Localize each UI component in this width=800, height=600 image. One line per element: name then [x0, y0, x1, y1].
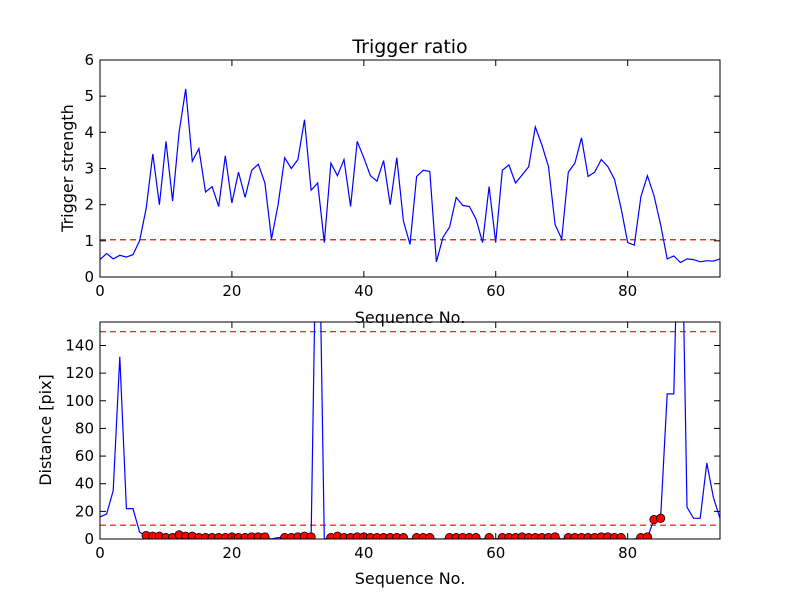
data-point: [260, 532, 270, 539]
y-tick-label: 3: [84, 160, 94, 178]
y-axis-label: Distance [pix]: [36, 374, 55, 486]
y-tick-label: 0: [84, 268, 94, 286]
y-tick-label: 80: [75, 419, 94, 437]
y-tick-label: 140: [65, 336, 94, 354]
data-point: [425, 533, 435, 539]
data-point: [656, 513, 666, 523]
data-point: [550, 532, 560, 539]
data-point: [471, 533, 481, 539]
chart-title: Trigger ratio: [351, 36, 467, 58]
y-tick-label: 0: [84, 530, 94, 548]
y-tick-label: 40: [75, 475, 94, 493]
y-tick-label: 2: [84, 196, 94, 214]
y-axis-label: Trigger strength: [58, 104, 77, 233]
x-tick-label: 80: [618, 282, 637, 300]
data-point: [306, 532, 316, 539]
x-tick-label: 0: [95, 544, 105, 562]
series-line: [100, 88, 720, 264]
trigger-ratio-chart: Trigger ratio Sequence No. Trigger stren…: [58, 36, 721, 327]
x-tick-label: 20: [222, 544, 241, 562]
plot-area: [100, 322, 720, 539]
data-point: [642, 532, 653, 539]
y-tick-label: 100: [65, 392, 94, 410]
distance-chart: Sequence No. Distance [pix] 0 20 40 60 80 0 20…: [36, 321, 721, 588]
x-tick-label: 40: [354, 544, 373, 562]
y-tick-label: 120: [65, 364, 94, 382]
x-tick-label: 60: [486, 282, 505, 300]
y-tick-label: 1: [84, 232, 94, 250]
x-tick-label: 40: [354, 282, 373, 300]
x-tick-label: 20: [222, 282, 241, 300]
x-tick-label: 80: [618, 544, 637, 562]
data-point: [484, 533, 494, 539]
x-axis-label: Sequence No.: [355, 569, 466, 588]
data-point: [616, 533, 626, 539]
y-tick-label: 4: [84, 123, 94, 141]
y-tick-label: 60: [75, 447, 94, 465]
x-tick-label: 0: [95, 282, 105, 300]
axes-frame: [99, 321, 721, 540]
data-point: [398, 533, 409, 539]
x-axis-label: Sequence No.: [355, 308, 466, 327]
y-tick-label: 6: [84, 51, 94, 69]
y-tick-label: 5: [84, 87, 94, 105]
x-tick-label: 60: [486, 544, 505, 562]
plot-area: [100, 88, 720, 264]
y-tick-label: 20: [75, 502, 94, 520]
